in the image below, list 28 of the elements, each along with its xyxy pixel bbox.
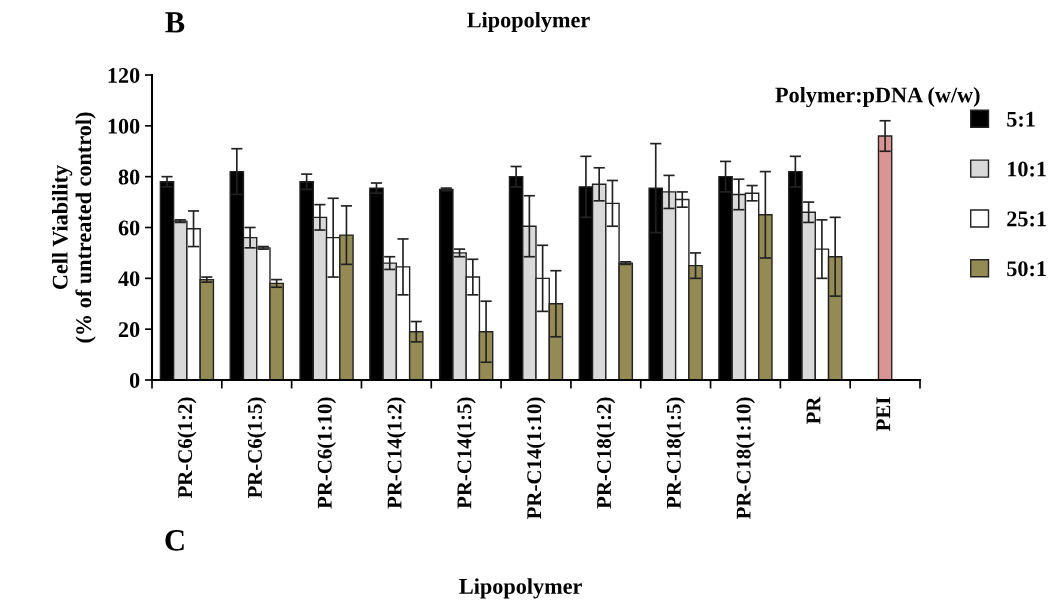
legend-label: 50:1 [1007,261,1046,277]
legend-title: Polymer:pDNA (w/w) [775,86,980,108]
y-tick-label: 0 [129,372,140,388]
x-tick-label: PR-C18(1:2) [596,397,616,509]
y-tick-label: 40 [118,271,140,287]
chart-title: Lipopolymer [467,11,590,33]
x-tick-label: PR-C14(1:5) [456,397,476,509]
text: C [165,530,184,551]
x-tick-label: PR-C14(1:10) [526,397,546,519]
x-tick-label: PR-C14(1:2) [386,397,406,509]
x-tick-label: PR [806,396,821,425]
x-tick-label: PEI [876,397,891,432]
y-tick-label: 60 [118,220,140,236]
legend-label: 5:1 [1007,111,1035,127]
x-tick-label: PR-C18(1:5) [666,397,686,509]
legend-label: 25:1 [1007,211,1046,227]
x-tick-label: PR-C6(1:5) [247,397,267,499]
x-tick-label: PR-C6(1:10) [317,397,336,509]
y-tick-label: 80 [118,169,140,185]
legend-label: 10:1 [1008,161,1046,177]
x-axis-title: Lipopolymer [459,578,582,599]
y-axis-title: Cell Viability (% of untreated control) [52,112,96,343]
text: B [165,12,185,33]
y-tick-label: 20 [118,322,140,338]
x-tick-label: PR-C6(1:2) [177,397,197,499]
y-tick-label: 100 [108,118,140,134]
y-tick-label: 120 [108,67,140,83]
x-tick-label: PR-C18(1:10) [736,397,755,519]
